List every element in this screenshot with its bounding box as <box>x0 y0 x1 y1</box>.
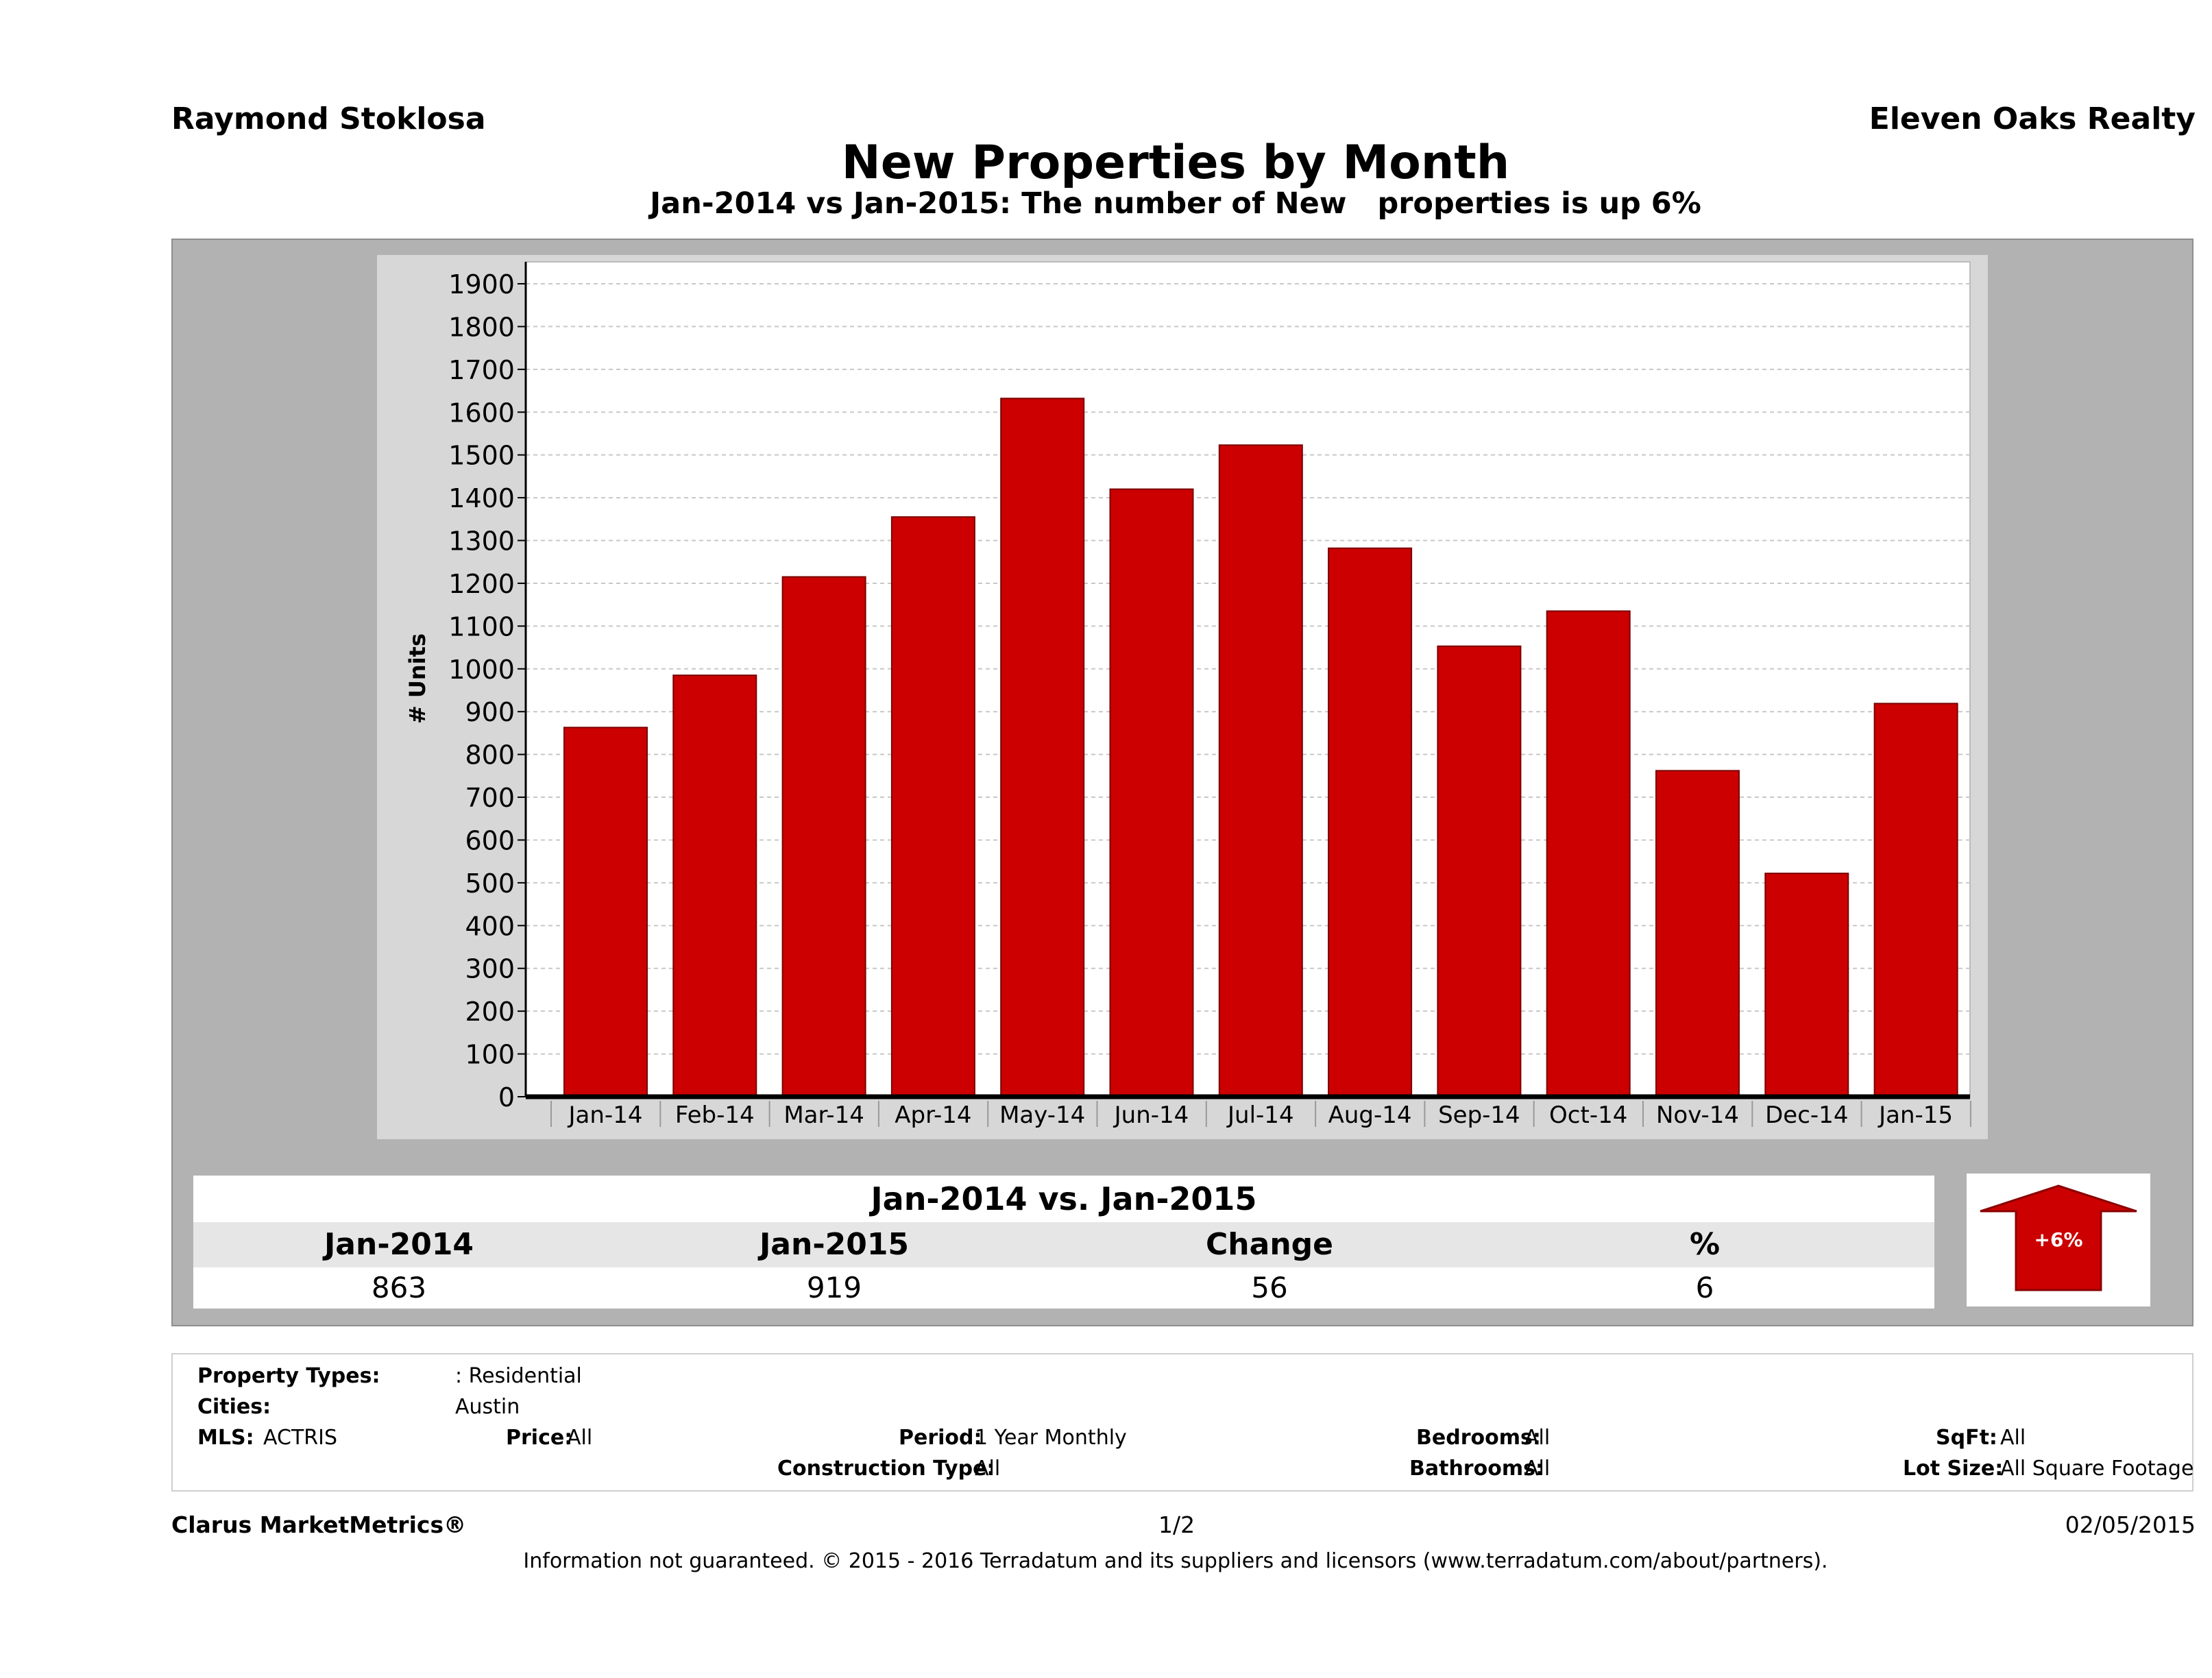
bar <box>1218 444 1303 1097</box>
summary-header-cell: % <box>1689 1227 1721 1262</box>
agent-name: Raymond Stoklosa <box>171 101 486 136</box>
change-badge: +6% <box>2034 1228 2083 1251</box>
y-tick-label: 400 <box>465 911 515 941</box>
y-tick-label: 1100 <box>448 611 515 642</box>
x-tick-label: Jul-14 <box>1226 1102 1294 1129</box>
bar <box>781 576 866 1097</box>
up-arrow-icon: +6% <box>1980 1184 2137 1291</box>
axes: 0 100 200 300 400 500 600 700 800 900 1000 1100 1200… <box>448 262 1971 1129</box>
summary-value-row: 863 919 56 6 <box>193 1267 1934 1309</box>
bar <box>890 516 975 1097</box>
bar <box>1655 770 1740 1097</box>
x-tick-label: Jun-14 <box>1113 1102 1189 1129</box>
x-tick-label: Feb-14 <box>675 1102 755 1129</box>
y-tick-label: 800 <box>465 740 515 770</box>
criteria-value: All <box>1524 1426 1551 1450</box>
summary-value-cell: 863 <box>371 1271 427 1304</box>
y-tick-label: 500 <box>465 868 515 899</box>
criteria-label: Price: <box>506 1426 573 1450</box>
y-tick-label: 700 <box>465 783 515 813</box>
bar <box>1109 488 1194 1097</box>
criteria-value: Austin <box>455 1395 520 1419</box>
office-name: Eleven Oaks Realty <box>1869 101 2196 136</box>
x-tick-label: Dec-14 <box>1765 1102 1848 1129</box>
y-tick-label: 200 <box>465 997 515 1027</box>
x-tick-label: Oct-14 <box>1549 1102 1627 1129</box>
criteria-label: Bedrooms: <box>1416 1426 1541 1450</box>
summary-value-cell: 56 <box>1251 1271 1288 1304</box>
y-tick-label: 1900 <box>448 269 515 300</box>
summary-header-row: Jan-2014 Jan-2015 Change % <box>193 1222 1934 1267</box>
criteria-value: All Square Footage <box>2000 1457 2194 1481</box>
bar <box>1764 873 1849 1097</box>
x-tick-label: Apr-14 <box>895 1102 971 1129</box>
criteria-label: Construction Type: <box>777 1457 995 1481</box>
criteria-label: MLS: <box>197 1426 254 1450</box>
criteria-value: ACTRIS <box>263 1426 338 1450</box>
search-criteria: Property Types: : Residential Cities: Au… <box>171 1353 2193 1492</box>
x-tick-label: May-14 <box>999 1102 1085 1129</box>
x-tick-label: Nov-14 <box>1656 1102 1739 1129</box>
x-tick-label: Jan-15 <box>1877 1102 1953 1129</box>
y-axis-label: # Units <box>404 633 430 724</box>
criteria-value: 1 Year Monthly <box>975 1426 1127 1450</box>
x-tick-label: Sep-14 <box>1438 1102 1520 1129</box>
bars <box>563 398 1958 1098</box>
y-tick-label: 1700 <box>448 355 515 385</box>
summary-value-cell: 919 <box>806 1271 862 1304</box>
bar <box>1328 547 1413 1097</box>
chart-subtitle: Jan-2014 vs Jan-2015: The number of New … <box>650 186 1701 221</box>
y-tick-label: 600 <box>465 825 515 855</box>
bar <box>1000 398 1085 1097</box>
y-tick-label: 300 <box>465 954 515 984</box>
criteria-value: All <box>567 1426 593 1450</box>
y-tick-label: 1600 <box>448 398 515 428</box>
x-tick-label: Mar-14 <box>783 1102 864 1129</box>
page-number: 1/2 <box>1158 1511 1195 1538</box>
criteria-label: Property Types: <box>197 1364 380 1388</box>
y-tick-label: 1400 <box>448 483 515 513</box>
y-tick-label: 1000 <box>448 655 515 685</box>
criteria-value: All <box>975 1457 1001 1481</box>
change-indicator: +6% <box>1967 1174 2150 1306</box>
x-tick-label: Aug-14 <box>1328 1102 1412 1129</box>
y-tick-label: 0 <box>498 1082 515 1112</box>
criteria-value: : Residential <box>455 1364 582 1388</box>
bar <box>672 674 757 1097</box>
summary-header-cell: Change <box>1206 1227 1333 1262</box>
y-tick-label: 1500 <box>448 441 515 471</box>
bar <box>1546 610 1631 1097</box>
criteria-value: All <box>1524 1457 1551 1481</box>
report-date: 02/05/2015 <box>2065 1511 2196 1538</box>
bar <box>563 727 648 1097</box>
criteria-label: Lot Size: <box>1903 1457 2004 1481</box>
summary-header-cell: Jan-2015 <box>759 1227 910 1262</box>
disclaimer: Information not guaranteed. © 2015 - 201… <box>523 1549 1828 1573</box>
y-tick-label: 1800 <box>448 312 515 342</box>
y-tick-label: 1300 <box>448 526 515 557</box>
bar <box>1873 703 1958 1098</box>
summary-value-cell: 6 <box>1695 1271 1714 1304</box>
footer-brand: Clarus MarketMetrics® <box>171 1511 467 1538</box>
summary-header-cell: Jan-2014 <box>324 1227 474 1262</box>
x-tick-label: Jan-14 <box>568 1102 643 1129</box>
bar <box>1437 645 1522 1097</box>
summary-title: Jan-2014 vs. Jan-2015 <box>193 1176 1934 1222</box>
criteria-label: Period: <box>899 1426 982 1450</box>
y-tick-label: 100 <box>465 1040 515 1070</box>
chart-title: New Properties by Month <box>841 136 1510 190</box>
criteria-value: All <box>2000 1426 2026 1450</box>
criteria-label: Cities: <box>197 1395 271 1419</box>
criteria-label: Bathrooms: <box>1409 1457 1544 1481</box>
criteria-label: SqFt: <box>1936 1426 1997 1450</box>
y-tick-label: 900 <box>465 697 515 727</box>
y-tick-label: 1200 <box>448 569 515 599</box>
